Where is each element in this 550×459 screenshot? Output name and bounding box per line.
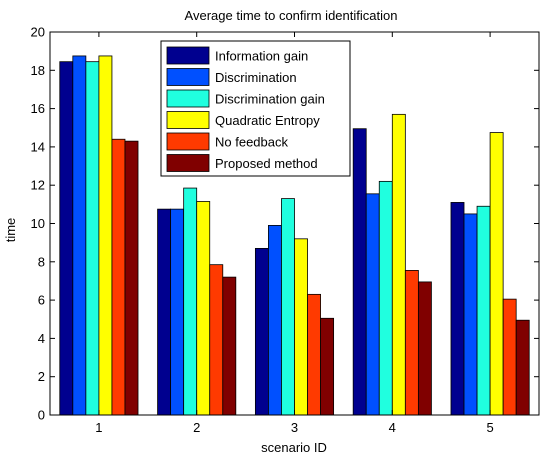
y-tick-label: 18 [31,63,45,78]
y-tick-label: 4 [38,331,45,346]
bar-s4-c3 [294,238,308,416]
bar-s2-c1 [72,55,87,416]
y-tick-label: 2 [38,369,45,384]
y-axis: 0 2 4 6 8 10 12 14 16 18 20 [31,25,539,423]
legend-label: Discrimination gain [215,92,325,107]
bar-s4-c5 [489,132,504,416]
x-tick-label: 3 [291,420,298,435]
bar-s5-c4 [404,270,419,416]
bar-s3-c1 [85,61,100,416]
x-tick-label: 1 [95,420,102,435]
bar-s4-c2 [196,201,211,416]
bar-s6-c3 [320,317,335,416]
y-tick-label: 0 [38,408,45,423]
y-tick-label: 10 [31,216,45,231]
y-tick-label: 8 [38,254,45,269]
bar-s6-c4 [417,281,432,416]
y-tick-label: 16 [31,101,45,116]
bar-s6-c5 [515,319,530,416]
legend: Information gain Discrimination Discrimina… [160,40,351,177]
legend-swatch [166,111,210,129]
bar-s5-c5 [502,298,517,416]
bar-s1-c2 [157,208,172,416]
bar-s5-c3 [307,293,321,416]
legend-label: Proposed method [215,156,318,171]
bar-s2-c4 [365,193,380,416]
bar-s3-c5 [476,205,491,416]
bar-s4-c1 [98,55,113,416]
bar-s1-c3 [254,247,269,416]
legend-swatch [166,46,210,65]
y-tick-label: 14 [31,139,45,154]
y-tick-label: 12 [31,178,45,193]
bar-s1-c4 [352,128,367,416]
legend-label: Discrimination [215,70,297,85]
legend-swatch [166,68,210,86]
bar-s6-c2 [222,276,237,416]
bar-s2-c3 [268,225,282,416]
bar-s4-c4 [391,113,406,416]
legend-swatch [166,132,210,151]
x-tick-label: 4 [389,420,396,435]
x-tick-label: 5 [486,420,493,435]
bar-s5-c1 [111,138,126,416]
x-axis-label: scenario ID [261,440,327,455]
bar-s2-c5 [463,213,478,416]
legend-swatch [166,89,210,108]
legend-label: Information gain [215,49,308,64]
bars-group [59,55,530,416]
y-tick-label: 6 [38,293,45,308]
x-tick-label: 2 [193,420,200,435]
y-tick-label: 20 [31,25,45,40]
x-axis: 1 2 3 4 5 [95,32,494,435]
legend-label: Quadratic Entropy [215,113,320,128]
bar-s6-c1 [124,140,139,416]
bar-s2-c2 [170,208,185,416]
legend-swatch [166,154,210,172]
legend-label: No feedback [215,135,288,150]
chart-title: Average time to confirm identification [185,8,398,23]
bar-s1-c5 [450,202,465,416]
bar-s3-c4 [378,180,393,416]
bar-s3-c3 [281,198,295,416]
bar-s5-c2 [209,264,224,416]
y-axis-label: time [3,218,18,243]
bar-s1-c1 [59,61,74,416]
bar-s3-c2 [183,187,198,416]
